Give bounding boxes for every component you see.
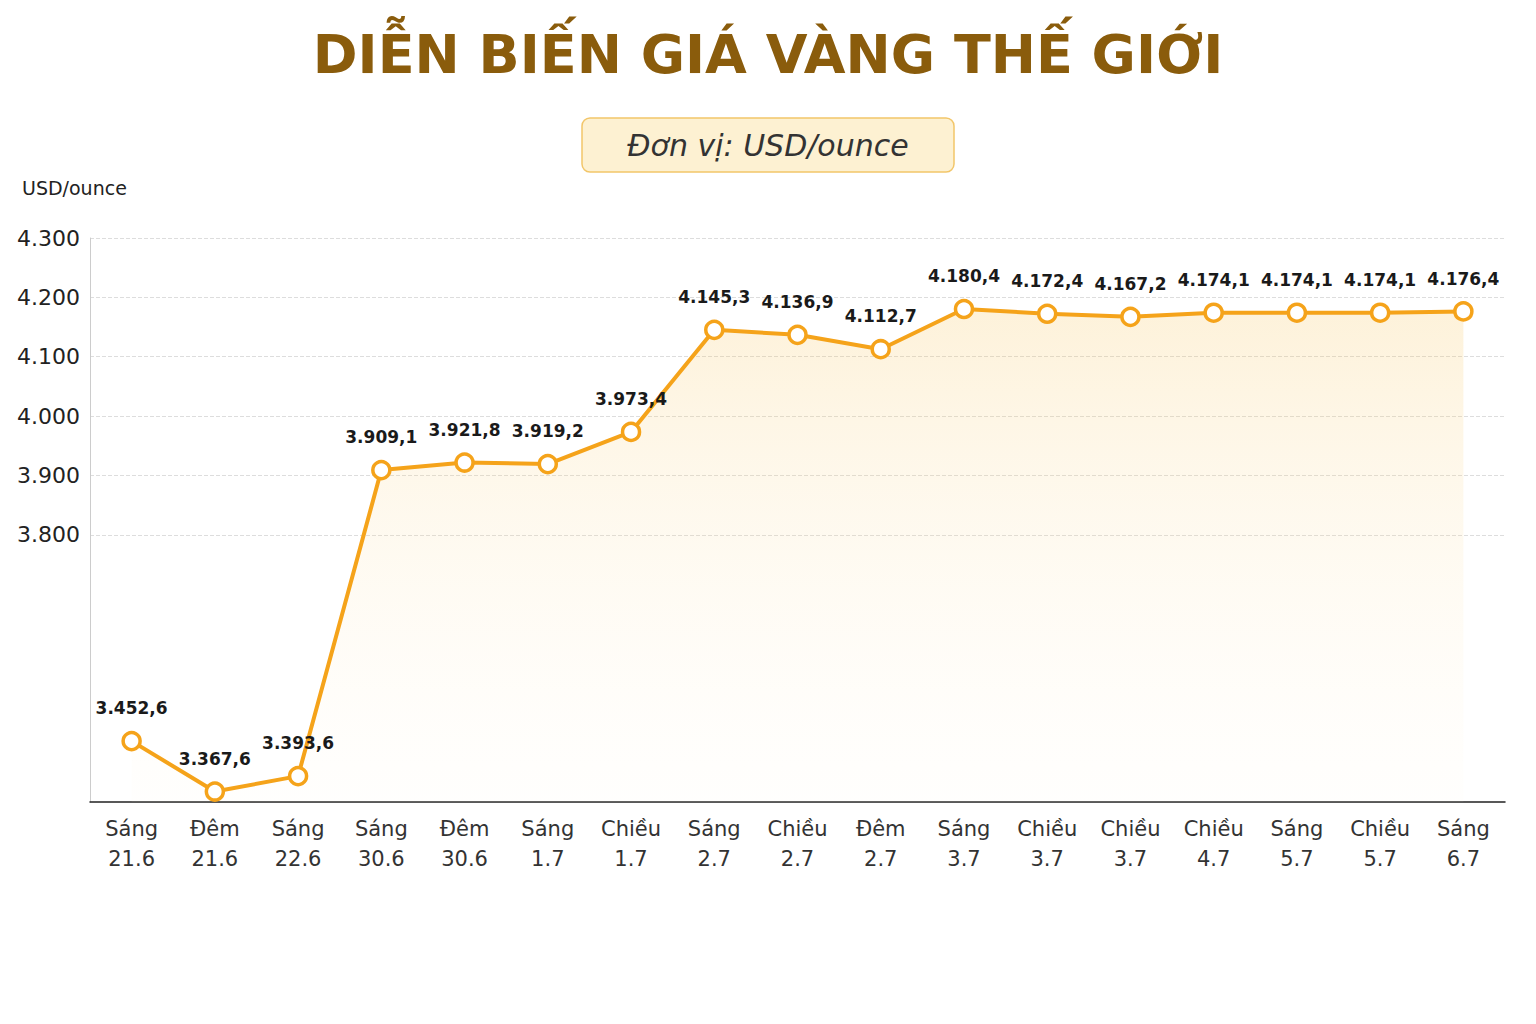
svg-text:3.7: 3.7	[1031, 847, 1064, 871]
svg-text:Đêm: Đêm	[856, 817, 906, 841]
svg-text:Đêm: Đêm	[440, 817, 490, 841]
svg-text:Sáng: Sáng	[105, 817, 158, 841]
svg-text:30.6: 30.6	[441, 847, 488, 871]
svg-text:30.6: 30.6	[358, 847, 405, 871]
svg-text:2.7: 2.7	[864, 847, 897, 871]
svg-text:Sáng: Sáng	[1270, 817, 1323, 841]
svg-text:4.174,1: 4.174,1	[1261, 270, 1333, 290]
svg-text:4.112,7: 4.112,7	[845, 306, 917, 326]
svg-text:Chiều: Chiều	[1017, 817, 1077, 841]
svg-text:3.900: 3.900	[17, 463, 80, 488]
svg-text:USD/ounce: USD/ounce	[22, 177, 127, 199]
svg-text:3.393,6: 3.393,6	[262, 733, 334, 753]
svg-text:Sáng: Sáng	[1437, 817, 1490, 841]
svg-text:4.300: 4.300	[17, 226, 80, 251]
svg-text:1.7: 1.7	[531, 847, 564, 871]
svg-text:4.000: 4.000	[17, 404, 80, 429]
svg-text:6.7: 6.7	[1447, 847, 1480, 871]
svg-text:Sáng: Sáng	[521, 817, 574, 841]
svg-text:4.100: 4.100	[17, 344, 80, 369]
svg-text:Sáng: Sáng	[272, 817, 325, 841]
svg-text:Sáng: Sáng	[355, 817, 408, 841]
svg-text:3.800: 3.800	[17, 522, 80, 547]
svg-text:1.7: 1.7	[614, 847, 647, 871]
svg-text:2.7: 2.7	[781, 847, 814, 871]
svg-text:3.909,1: 3.909,1	[345, 427, 417, 447]
svg-text:4.172,4: 4.172,4	[1011, 271, 1083, 291]
svg-text:DIỄN BIẾN GIÁ VÀNG THẾ GIỚI: DIỄN BIẾN GIÁ VÀNG THẾ GIỚI	[313, 16, 1224, 86]
svg-text:4.176,4: 4.176,4	[1427, 269, 1499, 289]
svg-text:4.180,4: 4.180,4	[928, 266, 1000, 286]
svg-text:4.145,3: 4.145,3	[678, 287, 750, 307]
svg-text:4.167,2: 4.167,2	[1094, 274, 1166, 294]
svg-text:5.7: 5.7	[1280, 847, 1313, 871]
svg-text:21.6: 21.6	[191, 847, 238, 871]
svg-text:Chiều: Chiều	[767, 817, 827, 841]
svg-text:2.7: 2.7	[698, 847, 731, 871]
svg-text:Đơn vị: USD/ounce: Đơn vị: USD/ounce	[627, 128, 908, 163]
svg-text:4.136,9: 4.136,9	[761, 292, 833, 312]
svg-text:4.174,1: 4.174,1	[1178, 270, 1250, 290]
svg-text:3.7: 3.7	[947, 847, 980, 871]
svg-text:Chiều: Chiều	[1350, 817, 1410, 841]
svg-text:21.6: 21.6	[108, 847, 155, 871]
svg-text:5.7: 5.7	[1363, 847, 1396, 871]
svg-text:3.452,6: 3.452,6	[96, 698, 168, 718]
svg-text:Sáng: Sáng	[938, 817, 991, 841]
svg-text:Sáng: Sáng	[688, 817, 741, 841]
svg-text:3.921,8: 3.921,8	[429, 420, 501, 440]
svg-text:3.367,6: 3.367,6	[179, 749, 251, 769]
svg-text:Chiều: Chiều	[601, 817, 661, 841]
svg-text:4.7: 4.7	[1197, 847, 1230, 871]
svg-text:Chiều: Chiều	[1100, 817, 1160, 841]
svg-text:4.200: 4.200	[17, 285, 80, 310]
svg-text:22.6: 22.6	[275, 847, 322, 871]
svg-text:3.919,2: 3.919,2	[512, 421, 584, 441]
svg-text:3.973,4: 3.973,4	[595, 389, 667, 409]
svg-text:Đêm: Đêm	[190, 817, 240, 841]
svg-text:3.7: 3.7	[1114, 847, 1147, 871]
svg-text:4.174,1: 4.174,1	[1344, 270, 1416, 290]
svg-text:Chiều: Chiều	[1184, 817, 1244, 841]
